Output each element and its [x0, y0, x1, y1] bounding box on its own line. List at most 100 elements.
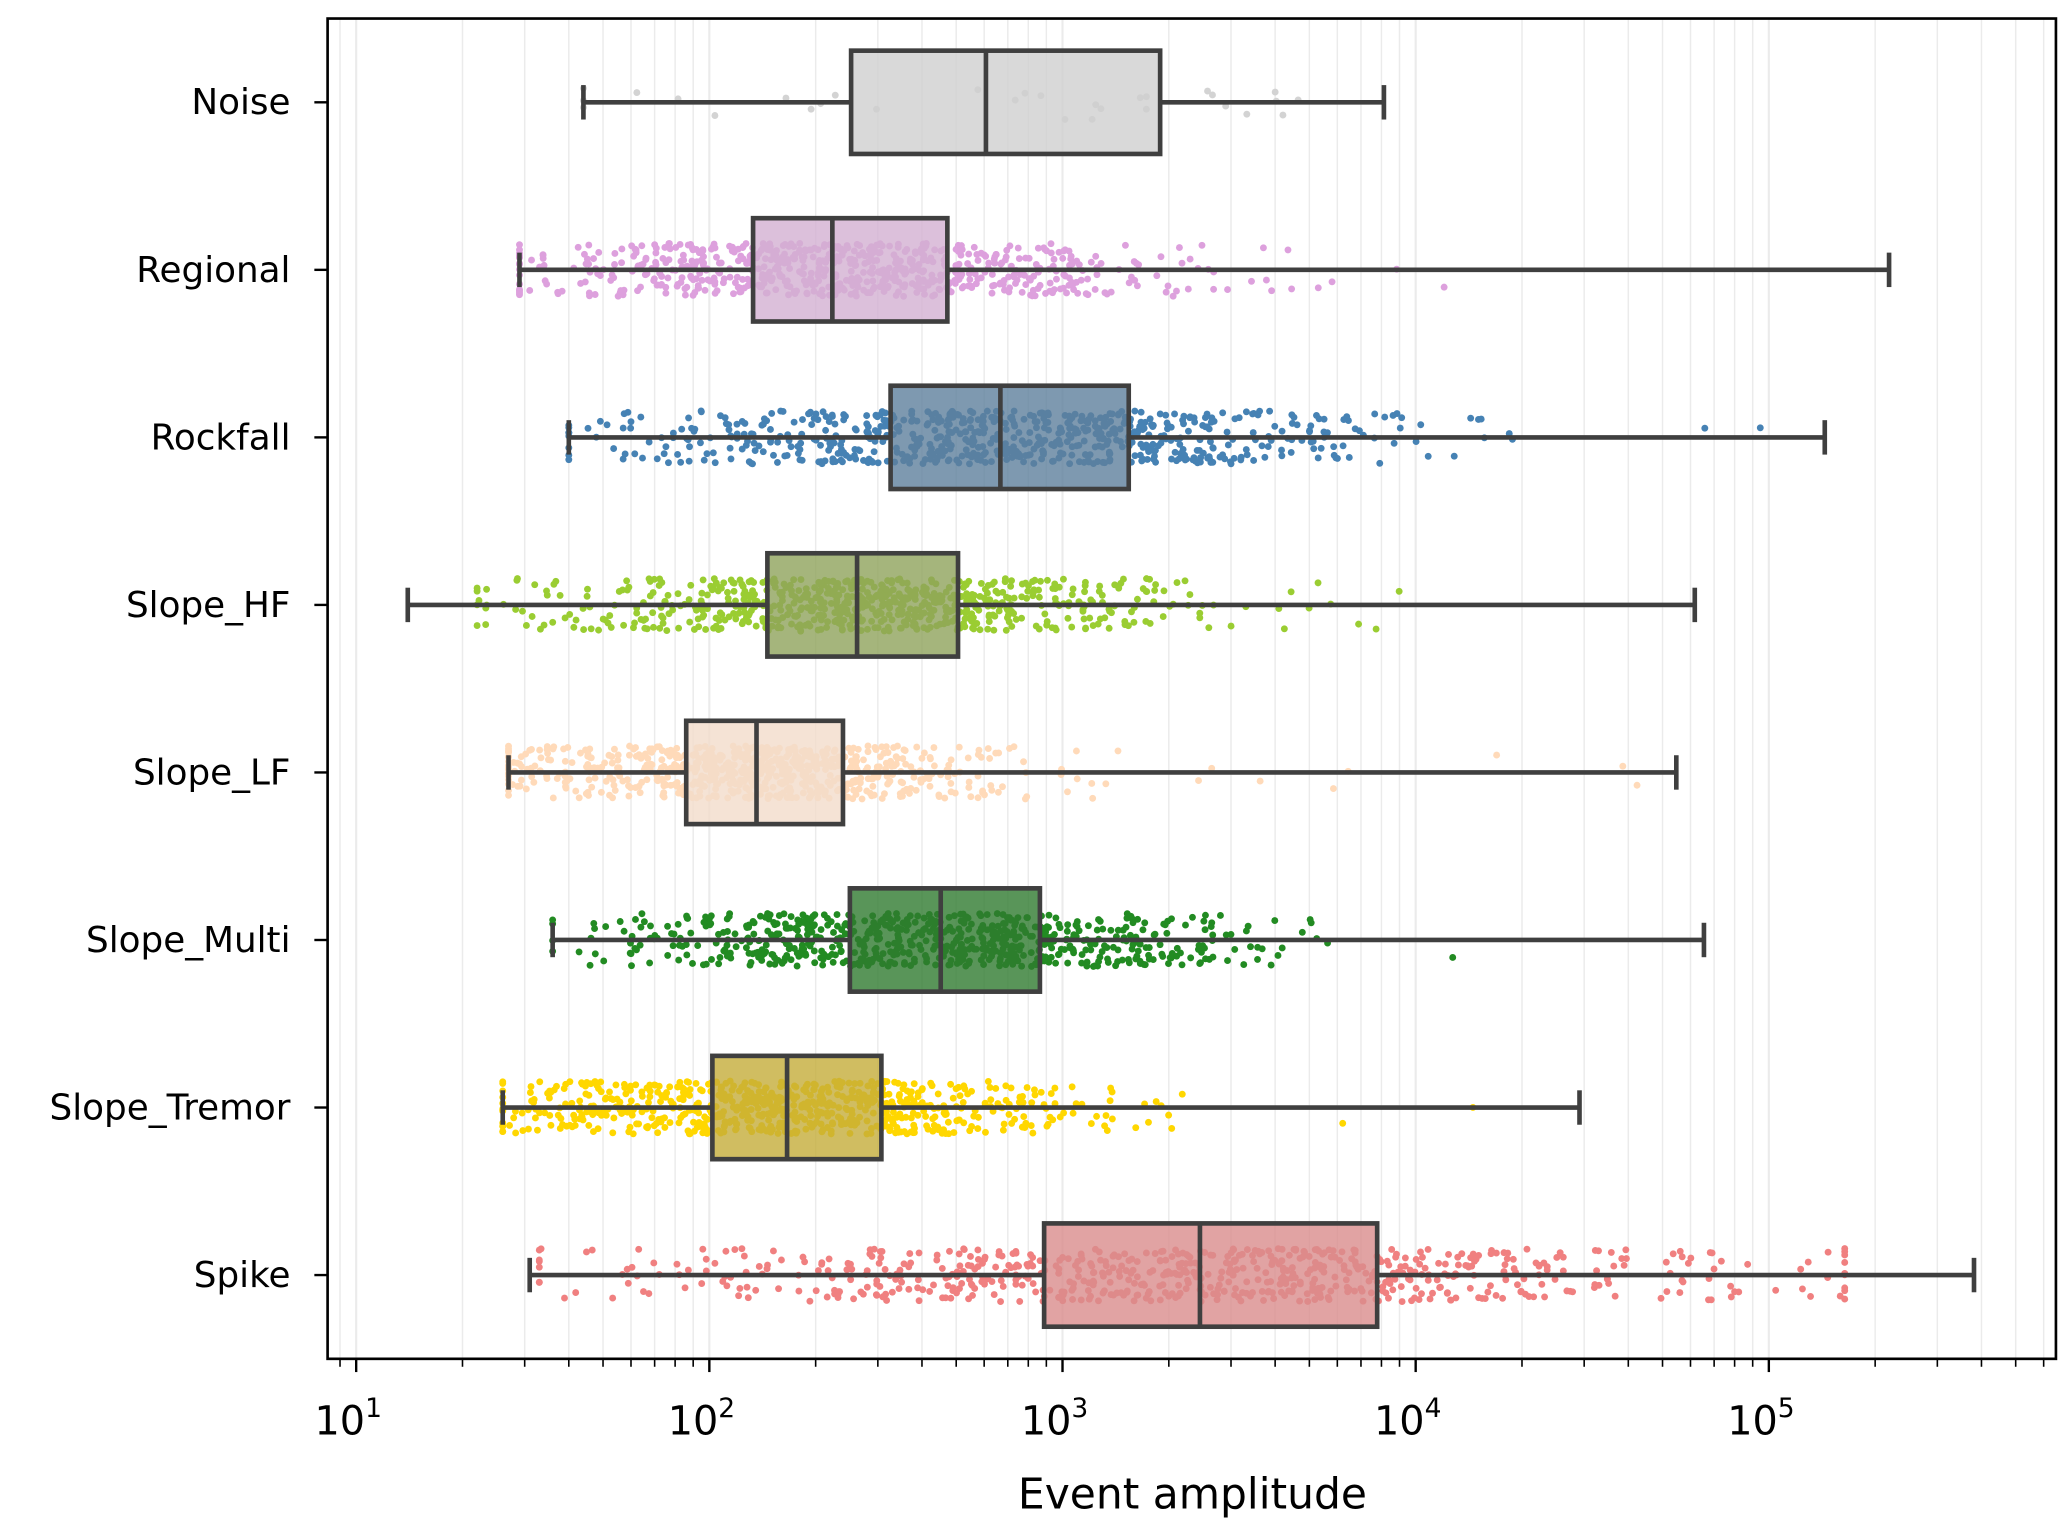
strip-point [1242, 446, 1250, 454]
strip-point [752, 622, 760, 630]
strip-point [870, 448, 878, 456]
strip-point [631, 944, 639, 952]
strip-point [583, 1108, 591, 1116]
strip-point [1006, 242, 1014, 250]
strip-point [870, 1245, 878, 1253]
strip-point [977, 579, 985, 587]
strip-point [1488, 1246, 1496, 1254]
strip-point [656, 575, 664, 583]
strip-point [894, 1079, 902, 1087]
strip-point [947, 756, 955, 764]
strip-point [576, 1097, 584, 1105]
strip-point [717, 259, 725, 267]
strip-point [1219, 409, 1227, 417]
strip-point [807, 105, 815, 113]
strip-point [810, 415, 818, 422]
strip-point [907, 763, 915, 771]
strip-point [1059, 254, 1067, 262]
strip-point [793, 962, 801, 970]
strip-point [1288, 411, 1296, 419]
strip-point [591, 925, 599, 933]
strip-point [510, 1114, 518, 1122]
strip-point [656, 624, 664, 632]
strip-point [1065, 247, 1073, 255]
strip-point [726, 273, 734, 281]
strip-point [914, 1276, 922, 1284]
strip-point [708, 956, 715, 963]
strip-point [1389, 1286, 1397, 1294]
strip-point [1010, 594, 1018, 602]
strip-point [981, 1253, 989, 1261]
strip-point [945, 761, 953, 769]
strip-point [795, 1287, 803, 1295]
strip-point [633, 609, 641, 617]
strip-point [965, 784, 973, 791]
strip-point [941, 794, 949, 802]
strip-point [1412, 438, 1420, 446]
strip-point [697, 597, 705, 605]
strip-point [617, 287, 625, 295]
strip-point [627, 418, 635, 426]
strip-point [1447, 1296, 1455, 1304]
strip-point [1271, 917, 1279, 925]
strip-point [1068, 260, 1076, 268]
strip-point [1131, 452, 1139, 460]
strip-point [652, 261, 660, 269]
strip-point [1416, 1260, 1424, 1268]
strip-point [1165, 1111, 1173, 1119]
strip-point [597, 1078, 605, 1086]
strip-point [863, 1283, 871, 1291]
strip-point [850, 786, 858, 794]
strip-point [992, 251, 1000, 258]
strip-point [730, 290, 737, 298]
strip-point [1024, 587, 1032, 595]
strip-point [913, 743, 921, 751]
strip-point [645, 1099, 652, 1106]
strip-point [947, 788, 955, 796]
strip-point [1701, 424, 1709, 432]
strip-point [566, 1078, 574, 1086]
strip-point [637, 413, 645, 421]
strip-point [597, 1111, 605, 1119]
strip-point [719, 1278, 727, 1285]
strip-point [774, 438, 782, 446]
strip-point [687, 581, 695, 589]
strip-point [633, 89, 641, 97]
strip-point [650, 1122, 658, 1130]
strip-point [730, 587, 738, 595]
strip-point [1096, 582, 1104, 590]
strip-point [707, 920, 715, 927]
strip-point [741, 609, 749, 616]
strip-point [530, 778, 538, 786]
strip-point [1268, 287, 1276, 295]
strip-point [819, 955, 827, 963]
strip-point [839, 959, 847, 967]
strip-point [632, 916, 639, 923]
strip-point [1231, 945, 1239, 953]
strip-point [1156, 410, 1164, 418]
strip-point [677, 1114, 685, 1122]
strip-point [834, 450, 842, 457]
strip-point [851, 425, 859, 433]
strip-point [852, 455, 860, 463]
strip-point [1398, 1298, 1406, 1305]
strip-point [1034, 244, 1042, 252]
strip-point [1065, 274, 1073, 282]
strip-point [659, 614, 667, 622]
strip-point [864, 764, 871, 772]
strip-point [907, 1259, 915, 1267]
strip-point [1392, 1253, 1400, 1261]
strip-point [806, 1297, 814, 1305]
strip-point [1173, 579, 1181, 587]
strip-point [1093, 271, 1101, 279]
strip-point [1046, 279, 1054, 287]
strip-point [1016, 1093, 1024, 1101]
strip-point [898, 1278, 906, 1286]
strip-point [1088, 780, 1096, 787]
strip-point [1278, 944, 1286, 952]
strip-point [823, 1293, 831, 1301]
strip-point [1005, 1110, 1013, 1118]
strip-point [1610, 1262, 1618, 1270]
strip-point [1086, 614, 1094, 622]
strip-point [955, 1250, 963, 1258]
